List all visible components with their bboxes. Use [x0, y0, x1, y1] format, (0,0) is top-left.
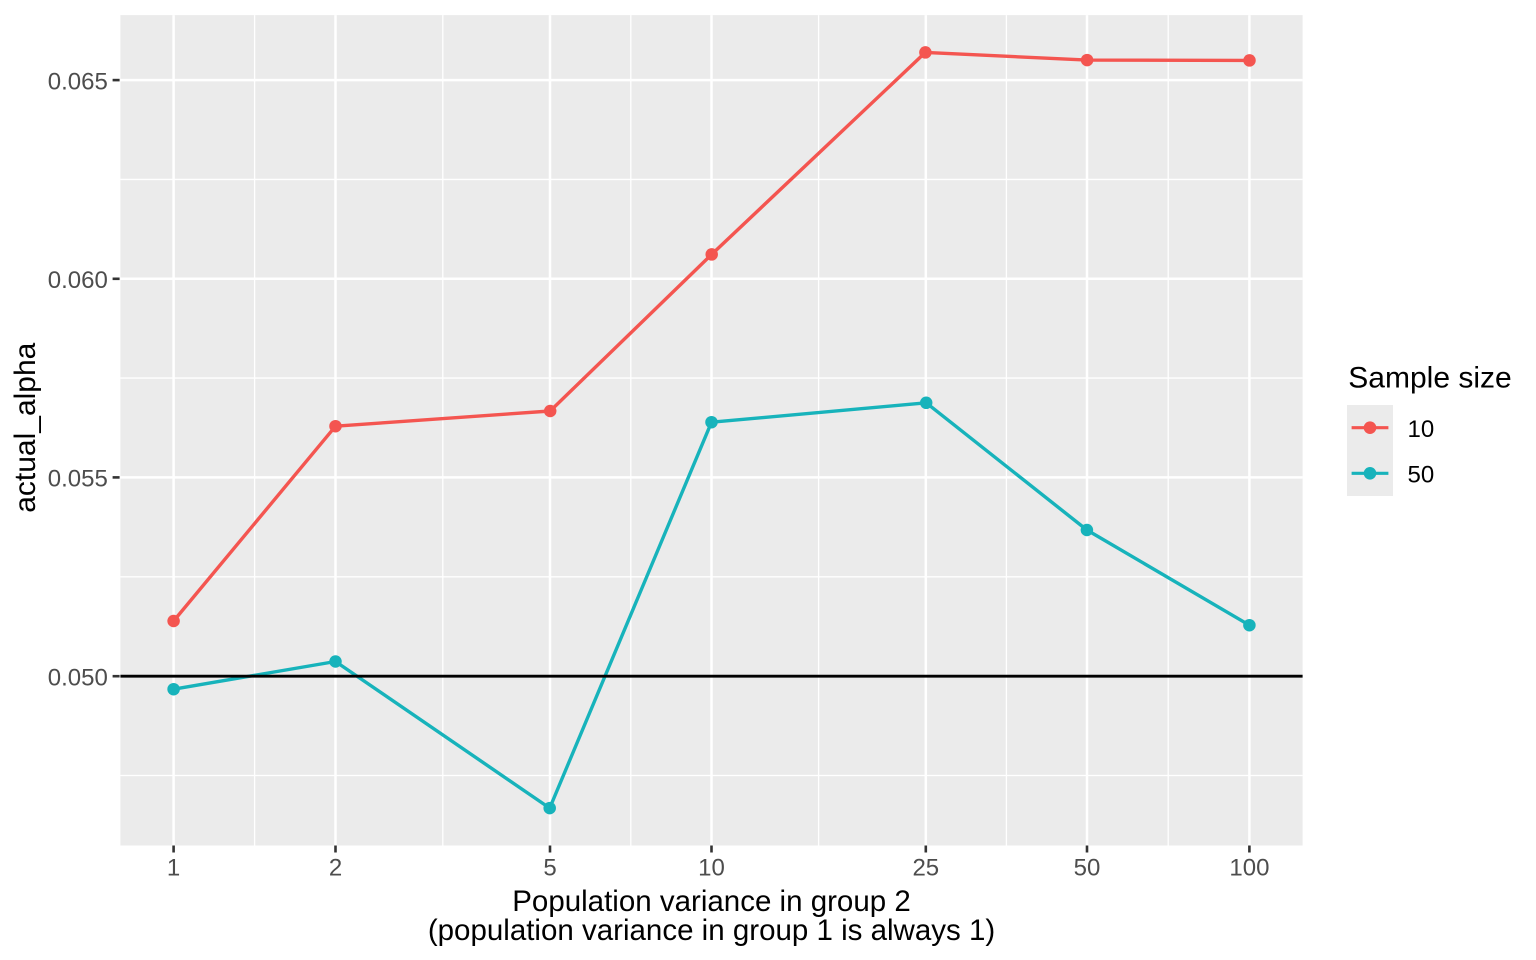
svg-text:0.050: 0.050	[48, 664, 108, 691]
svg-text:25: 25	[912, 855, 939, 882]
svg-text:actual_alpha: actual_alpha	[9, 342, 42, 512]
svg-text:Population variance in group 2: Population variance in group 2	[512, 885, 911, 918]
svg-text:50: 50	[1074, 855, 1101, 882]
svg-text:5: 5	[543, 855, 556, 882]
svg-text:2: 2	[329, 855, 342, 882]
svg-text:(population variance in group: (population variance in group 1 is alway…	[428, 914, 995, 947]
svg-text:10: 10	[1408, 416, 1435, 443]
svg-text:1: 1	[167, 855, 180, 882]
svg-text:100: 100	[1229, 855, 1269, 882]
svg-text:0.060: 0.060	[48, 267, 108, 294]
svg-text:10: 10	[698, 855, 725, 882]
svg-text:0.055: 0.055	[48, 466, 108, 493]
svg-text:0.065: 0.065	[48, 68, 108, 95]
svg-text:Sample size: Sample size	[1348, 362, 1511, 395]
svg-text:50: 50	[1408, 462, 1435, 489]
